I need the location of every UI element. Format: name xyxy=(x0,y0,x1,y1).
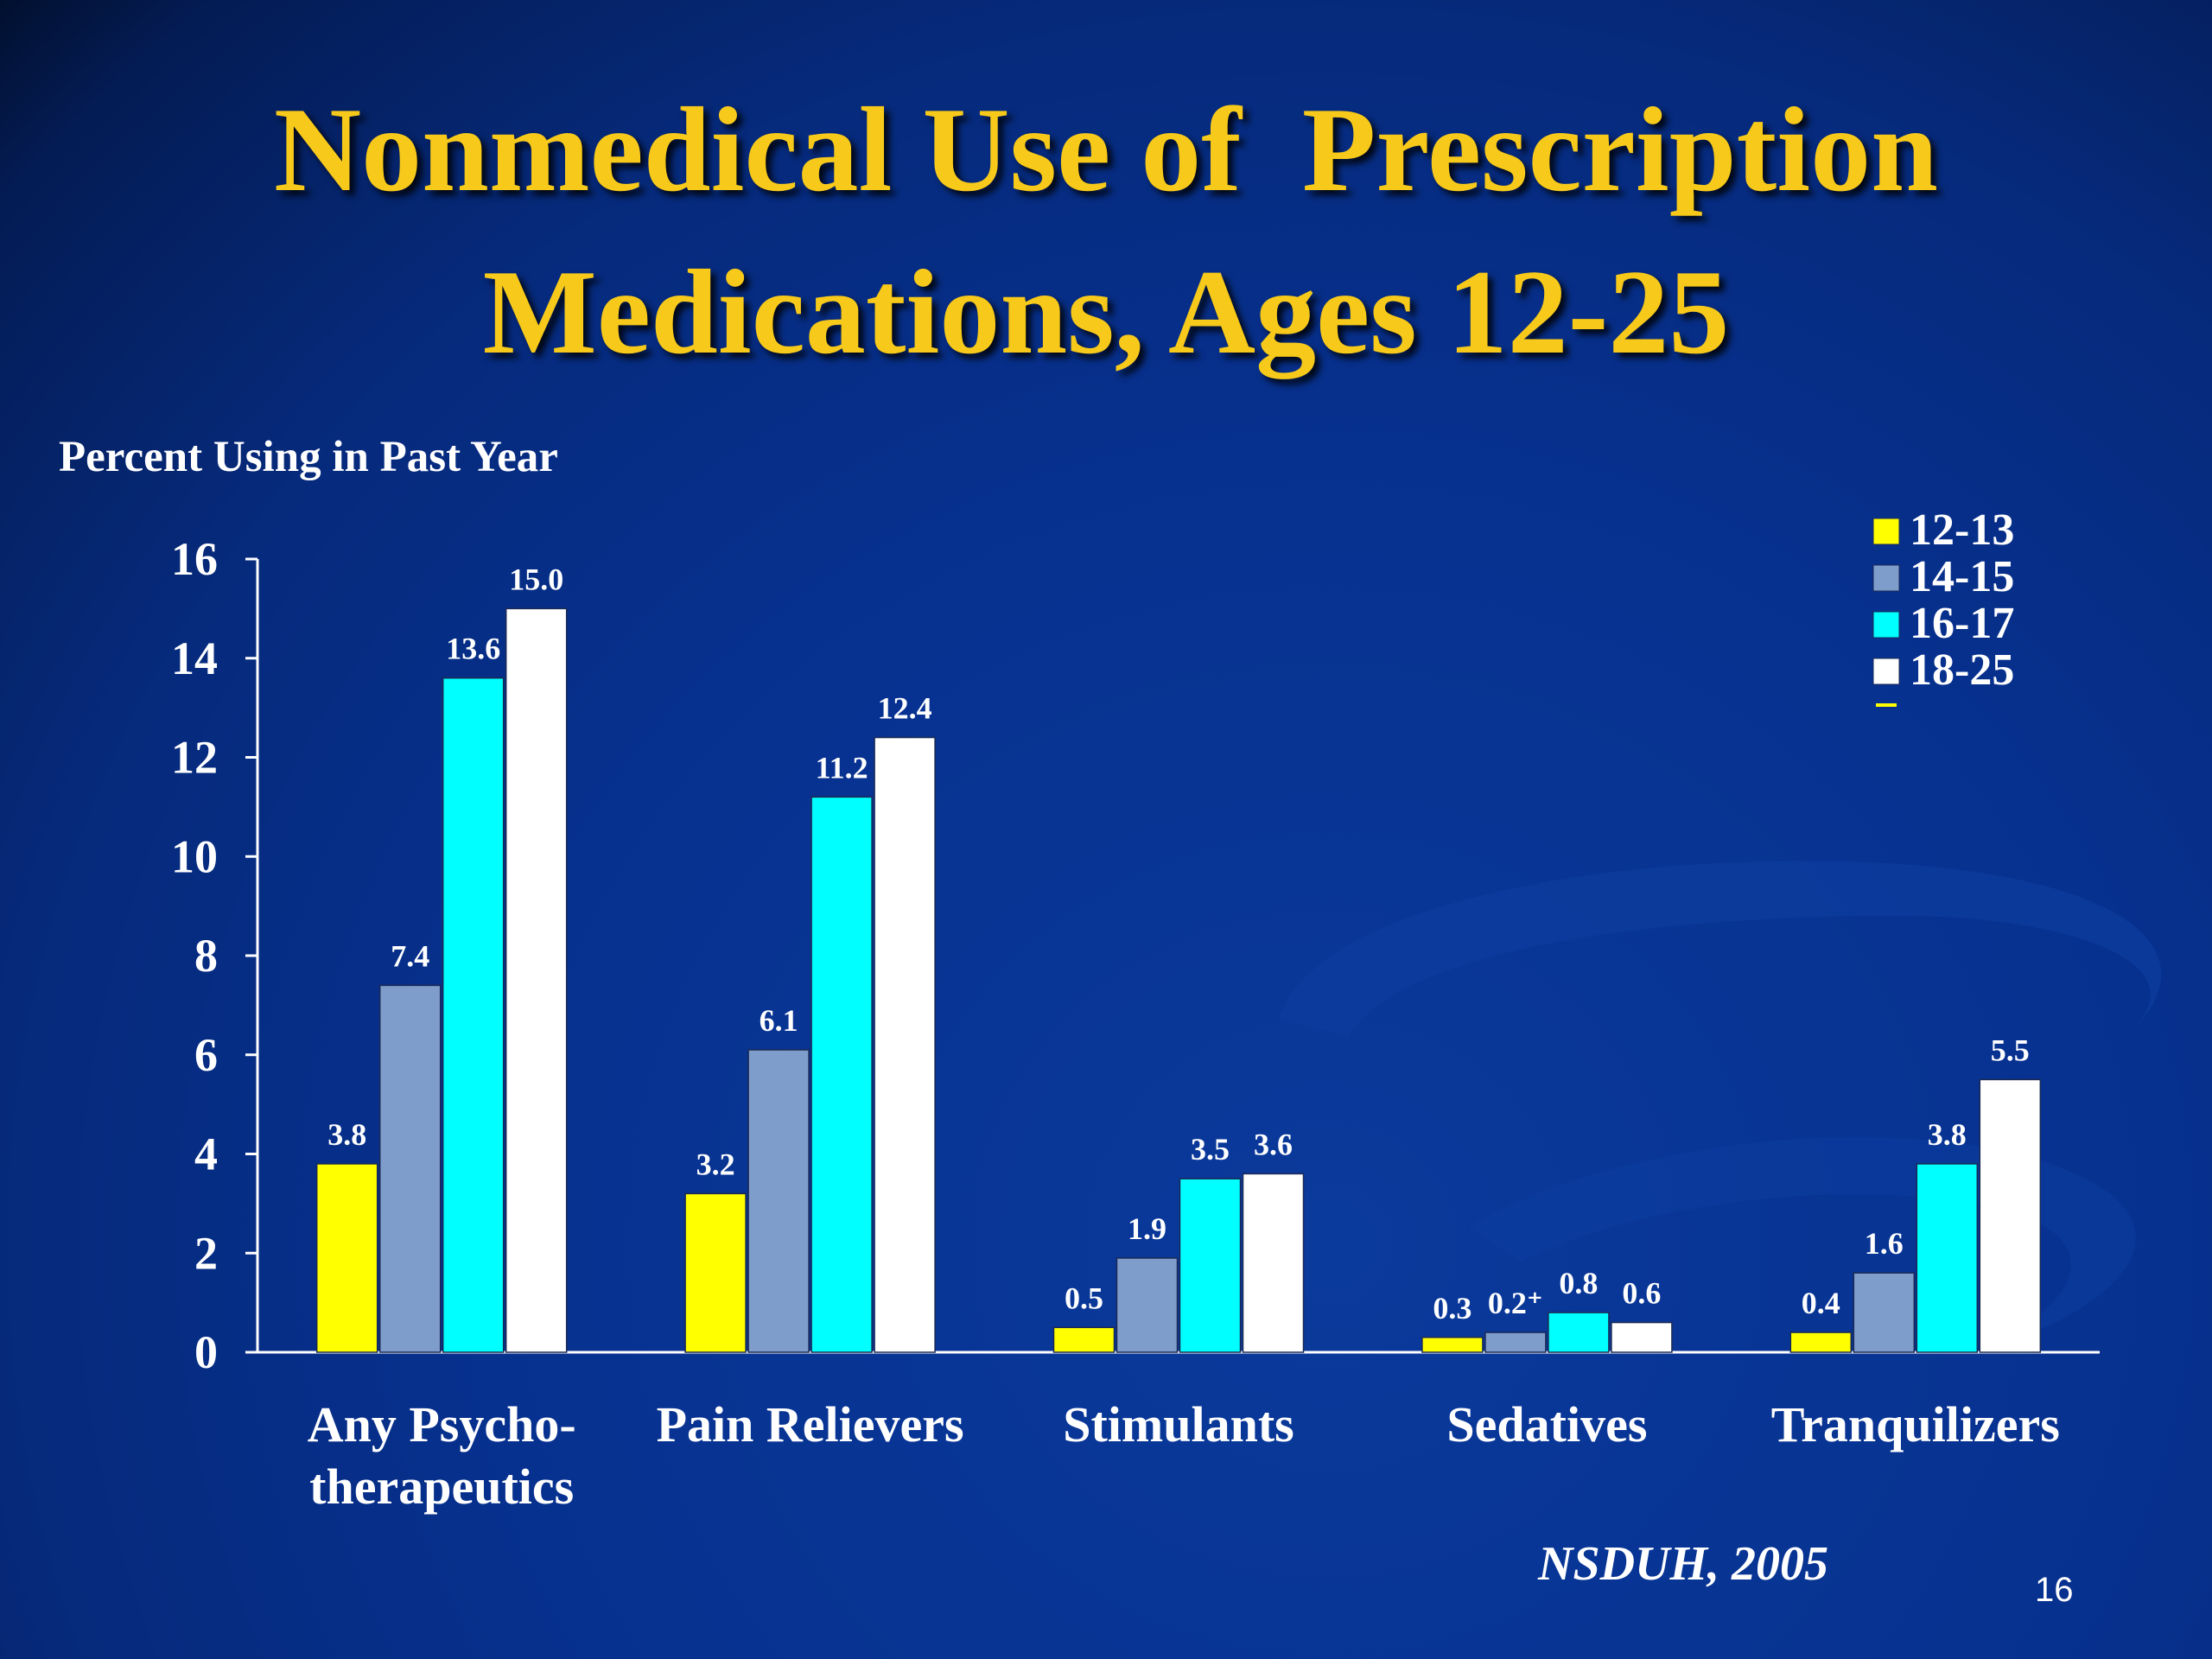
bar-14-15 xyxy=(378,984,442,1353)
bar-14-15 xyxy=(747,1049,810,1353)
legend-swatch-16-17 xyxy=(1872,611,1900,639)
bar-value-label: 12.4 xyxy=(878,691,932,726)
bar-18-25 xyxy=(1242,1173,1305,1353)
bar-12-13 xyxy=(1421,1337,1484,1353)
bar-value-label: 0.5 xyxy=(1065,1281,1103,1315)
bar-value-label: 3.2 xyxy=(696,1147,735,1181)
bar-value-label: 7.4 xyxy=(391,938,429,973)
bar-18-25 xyxy=(1611,1321,1673,1353)
slide-title: Nonmedical Use of Prescription Medicatio… xyxy=(0,69,2212,394)
bar-value-label: 0.2⁺ xyxy=(1488,1286,1543,1320)
bar-value-label: 3.8 xyxy=(327,1117,366,1152)
bar-value-label: 1.9 xyxy=(1128,1211,1166,1246)
bar-value-label: 1.6 xyxy=(1865,1226,1904,1261)
legend-label: 18-25 xyxy=(1910,645,2014,695)
x-category-label: therapeutics xyxy=(309,1459,574,1515)
legend-swatch-14-15 xyxy=(1872,564,1900,592)
bar-16-17 xyxy=(810,796,873,1353)
title-line-1: Nonmedical Use of Prescription xyxy=(273,83,1939,217)
y-tick-label: 8 xyxy=(194,930,218,982)
bar-value-label: 0.3 xyxy=(1433,1291,1471,1325)
bar-16-17 xyxy=(442,677,505,1353)
bar-16-17 xyxy=(1548,1312,1610,1353)
bar-value-label: 15.0 xyxy=(509,562,563,596)
bar-16-17 xyxy=(1179,1178,1242,1353)
y-tick-label: 2 xyxy=(194,1227,218,1279)
legend-swatch-12-13 xyxy=(1872,518,1900,545)
y-tick-label: 12 xyxy=(171,732,218,784)
bar-value-label: 0.8 xyxy=(1559,1266,1598,1300)
legend-label: 12-13 xyxy=(1910,505,2014,555)
bar-value-label: 11.2 xyxy=(816,750,868,785)
bar-16-17 xyxy=(1916,1163,1979,1353)
bar-14-15 xyxy=(1116,1257,1179,1353)
bar-value-label: 3.5 xyxy=(1191,1132,1230,1166)
y-tick-label: 16 xyxy=(171,533,218,585)
x-category-label: Any Psycho- xyxy=(308,1396,576,1452)
bar-value-label: 6.1 xyxy=(760,1003,798,1038)
page-number: 16 xyxy=(2035,1571,2074,1609)
bar-12-13 xyxy=(315,1163,378,1353)
bar-value-label: 13.6 xyxy=(446,632,500,666)
legend-label: 14-15 xyxy=(1910,552,2014,601)
x-category-label: Stimulants xyxy=(1063,1396,1294,1452)
y-tick-label: 14 xyxy=(171,632,218,684)
bar-12-13 xyxy=(1052,1326,1116,1353)
bar-value-label: 0.4 xyxy=(1802,1286,1840,1320)
y-axis-label: Percent Using in Past Year xyxy=(59,433,558,481)
bar-12-13 xyxy=(684,1192,747,1353)
legend-swatch-18-25 xyxy=(1872,658,1900,685)
bar-value-label: 3.8 xyxy=(1928,1117,1967,1152)
x-category-label: Sedatives xyxy=(1446,1396,1647,1452)
y-tick-label: 0 xyxy=(194,1326,218,1378)
x-category-label: Tranquilizers xyxy=(1771,1396,2060,1452)
bar-value-label: 3.6 xyxy=(1254,1127,1293,1161)
legend-label: 16-17 xyxy=(1910,599,2014,648)
bar-18-25 xyxy=(505,607,568,1353)
x-category-label: Pain Relievers xyxy=(657,1396,964,1452)
source-citation: NSDUH, 2005 xyxy=(1538,1537,1829,1591)
bar-value-label: 0.6 xyxy=(1622,1276,1661,1311)
bar-12-13 xyxy=(1789,1332,1853,1353)
bar-value-label: 5.5 xyxy=(1991,1033,2030,1067)
y-tick-label: 6 xyxy=(194,1029,218,1081)
y-tick-label: 4 xyxy=(194,1128,218,1180)
bar-14-15 xyxy=(1484,1332,1547,1353)
y-tick-label: 10 xyxy=(171,830,218,882)
bar-14-15 xyxy=(1853,1272,1916,1353)
legend-marker xyxy=(1876,703,1897,707)
title-line-2: Medications, Ages 12-25 xyxy=(482,245,1730,379)
bar-18-25 xyxy=(874,736,936,1353)
bar-18-25 xyxy=(1979,1078,2042,1353)
